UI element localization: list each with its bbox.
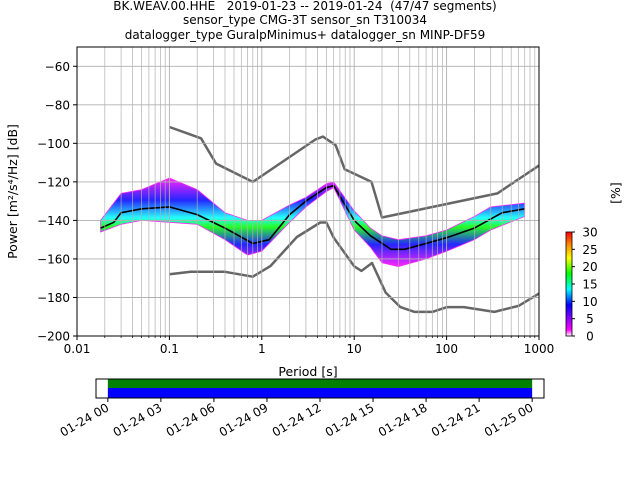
plot-frame: [76, 46, 540, 337]
time-tick-label: 01-24 00: [58, 400, 112, 439]
chart-title-line-1: BK.WEAV.00.HHE 2019-01-23 -- 2019-01-24 …: [113, 0, 497, 13]
y-tick-label: −180: [37, 291, 70, 305]
colorbar-tick-label: 0: [586, 330, 594, 344]
colorbar-gradient: [565, 231, 573, 337]
x-tick-label: 1: [258, 342, 266, 356]
y-tick-label: −200: [37, 330, 70, 344]
y-tick-label: −80: [45, 98, 70, 112]
nlnm-line: [169, 221, 539, 314]
time-tick-label: 01-24 12: [270, 400, 324, 439]
colorbar-tick-label: 30: [582, 226, 597, 240]
time-tick-label: 01-24 15: [323, 400, 377, 439]
x-tick-label: 100: [435, 342, 458, 356]
y-tick-label: −140: [37, 214, 70, 228]
psd-density-band: [100, 177, 526, 268]
data-coverage-bar: [107, 379, 533, 388]
psd-density-layer: [100, 125, 539, 314]
chart-title-line-2: sensor_type CMG-3T sensor_sn T310034: [182, 13, 428, 27]
x-tick-label: 1000: [524, 342, 555, 356]
x-tick-label: 0.01: [64, 342, 91, 356]
y-tick-label: −100: [37, 137, 70, 151]
used-coverage-bar: [107, 388, 533, 398]
time-coverage-plot: 01-24 00 01-24 03 01-24 06 01-24 09 01-24 12…: [58, 378, 545, 440]
colorbar-tick-label: 25: [582, 243, 597, 257]
time-tick-label: 01-24 06: [164, 400, 218, 439]
colorbar-label: [%]: [608, 182, 623, 204]
colorbar: 0 5 10 15 20 25 30 [%]: [565, 182, 623, 344]
psd-plot-area: 0.01 0.1 1 10 100 1000 −200 −180 −160 −140 −120 −10…: [5, 46, 555, 379]
chart-title-line-3: datalogger_type GuralpMinimus+ datalogge…: [124, 28, 486, 42]
time-tick-label: 01-24 18: [376, 400, 430, 439]
mode-line: [100, 184, 525, 251]
y-tick-label: −160: [37, 252, 70, 266]
colorbar-tick-label: 10: [582, 295, 597, 309]
time-tick-label: 01-24 03: [111, 400, 165, 439]
time-tick-label: 01-24 09: [217, 400, 271, 439]
y-axis-label: Power [m²/s⁴/Hz] [dB]: [5, 124, 20, 259]
colorbar-tick-label: 20: [582, 260, 597, 274]
x-tick-label: 10: [347, 342, 362, 356]
x-tick-label: 0.1: [160, 342, 179, 356]
x-axis-label: Period [s]: [278, 364, 337, 379]
y-tick-label: −120: [37, 175, 70, 189]
colorbar-tick-label: 15: [582, 278, 597, 292]
time-tick-label: 01-25 00: [482, 400, 536, 439]
y-tick-label: −60: [45, 60, 70, 74]
time-tick-label: 01-24 21: [429, 400, 483, 439]
colorbar-tick-label: 5: [586, 312, 594, 326]
